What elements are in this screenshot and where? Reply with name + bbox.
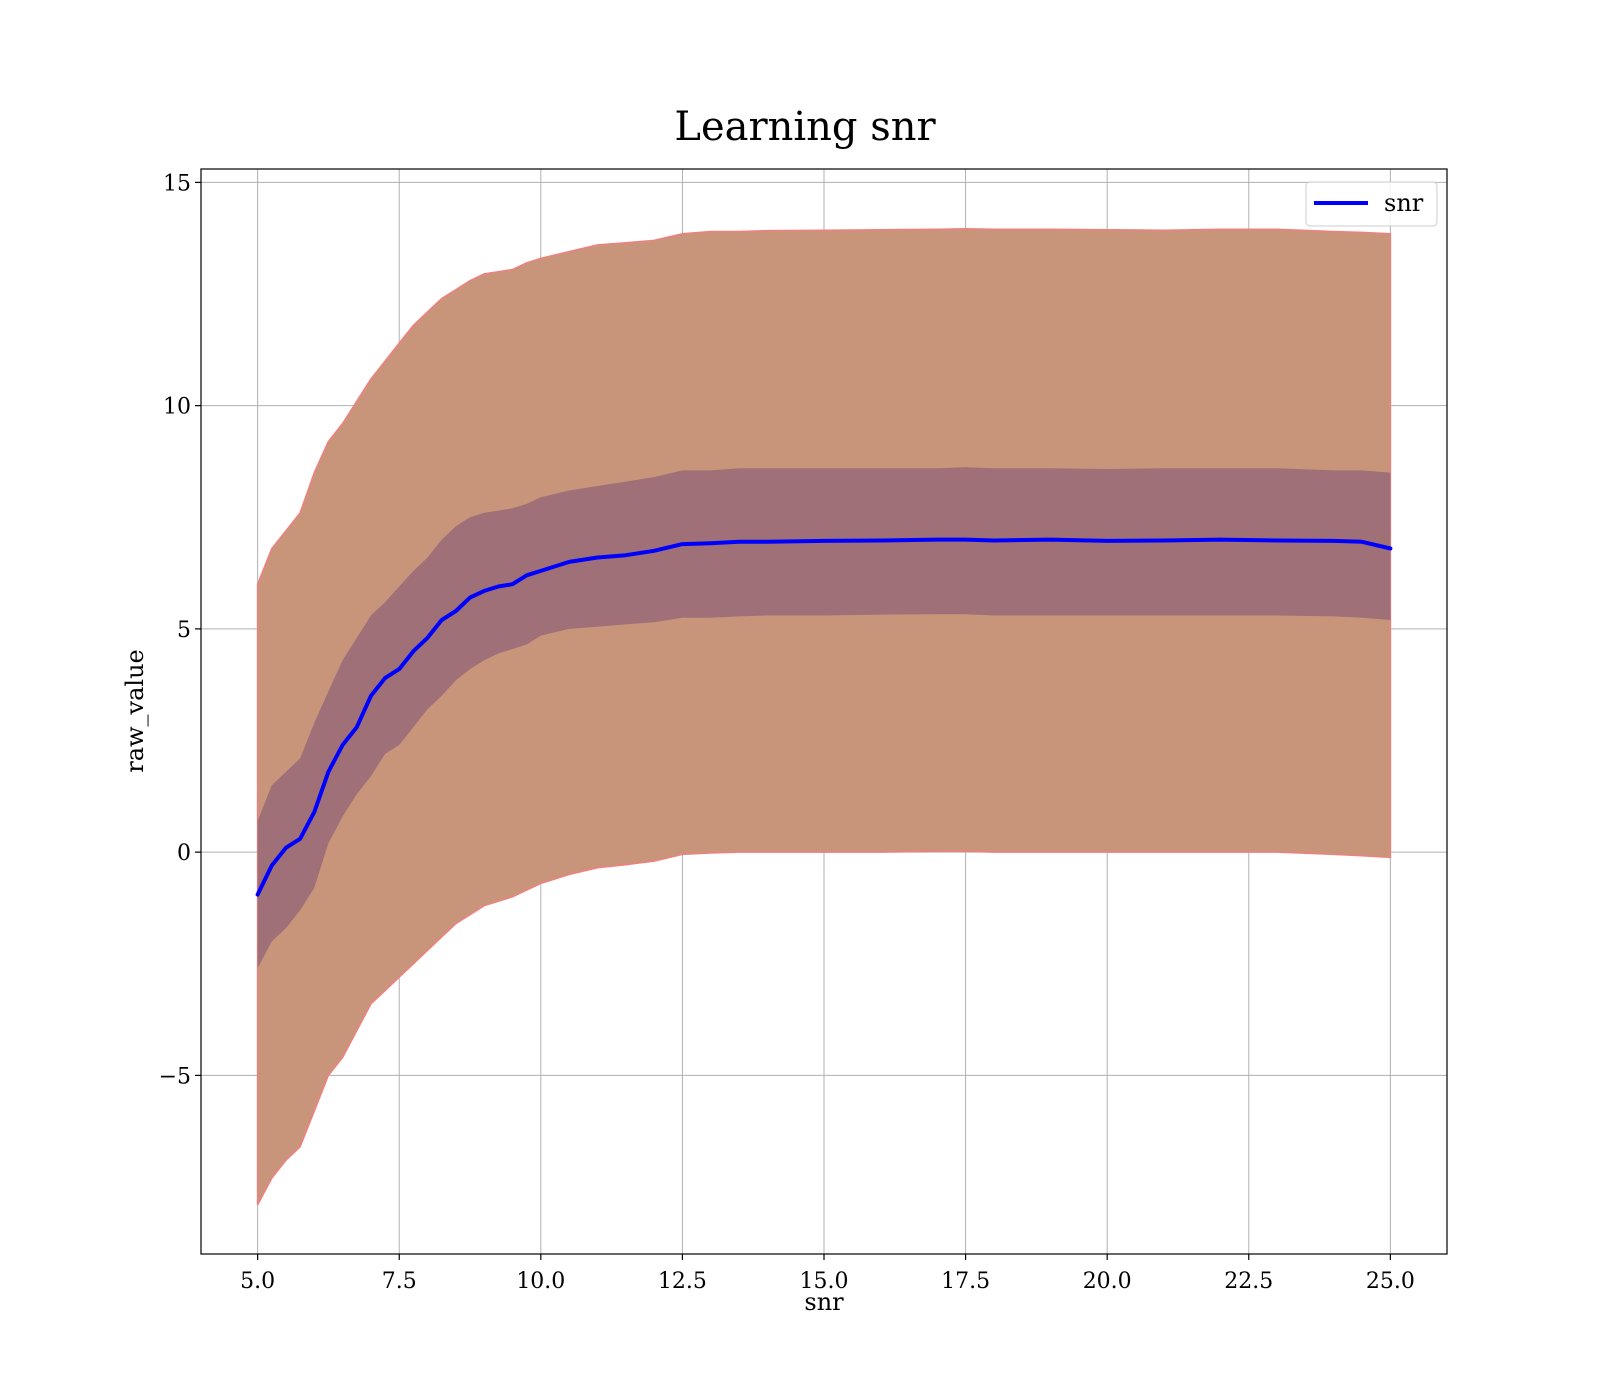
inner-band <box>257 467 1391 969</box>
y-axis-ticks: −5 0 5 10 15 <box>159 171 201 1089</box>
x-tick-label: 5.0 <box>240 1269 275 1294</box>
y-tick-label: 5 <box>177 618 191 643</box>
legend-label-snr: snr <box>1384 189 1424 217</box>
x-tick-label: 25.0 <box>1366 1269 1415 1294</box>
y-axis-label: raw_value <box>121 649 149 773</box>
y-tick-label: 10 <box>163 395 191 420</box>
series-lines <box>255 537 1393 897</box>
x-axis-label: snr <box>804 1288 844 1316</box>
bands <box>256 228 1392 1206</box>
x-tick-label: 7.5 <box>382 1269 417 1294</box>
y-tick-label: −5 <box>159 1064 191 1089</box>
x-tick-label: 12.5 <box>658 1269 707 1294</box>
chart-title: Learning snr <box>674 104 936 150</box>
legend: snr <box>1305 181 1438 227</box>
series-line-snr <box>255 537 1393 897</box>
x-tick-label: 20.0 <box>1083 1269 1132 1294</box>
y-tick-label: 15 <box>163 171 191 196</box>
x-tick-label: 22.5 <box>1224 1269 1273 1294</box>
x-tick-label: 17.5 <box>941 1269 990 1294</box>
legend-box <box>1305 181 1438 227</box>
x-tick-label: 10.0 <box>516 1269 565 1294</box>
y-tick-label: 0 <box>177 841 191 866</box>
x-axis-ticks: 5.0 7.5 10.0 12.5 15.0 17.5 20.0 22.5 25.0 <box>240 1254 1415 1294</box>
x-tick-label: 15.0 <box>800 1269 849 1294</box>
